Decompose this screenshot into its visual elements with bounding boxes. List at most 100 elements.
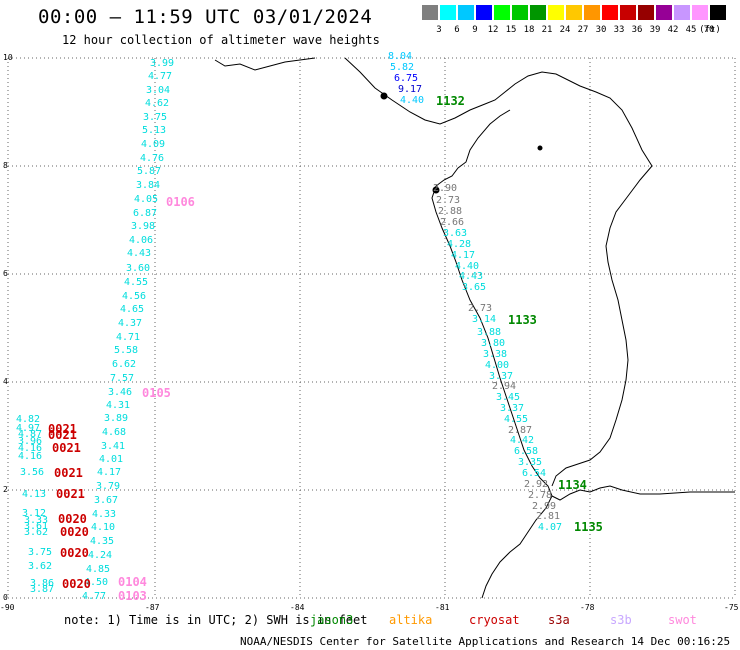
legend-swatch: [530, 5, 546, 20]
wave-height-value: 4.62: [145, 98, 170, 109]
pass-label: 1135: [574, 520, 603, 534]
wave-height-value: 2.78: [528, 490, 553, 501]
wave-height-value: 4.43: [127, 248, 152, 259]
coastline-colombia: [551, 165, 653, 487]
wave-height-value: 4.33: [92, 509, 117, 520]
wave-height-value: 5.13: [142, 125, 167, 136]
legend-level-label: 42: [667, 25, 679, 35]
wave-height-value: 3.14: [472, 314, 497, 325]
wave-height-value: 4.28: [447, 239, 472, 250]
wave-height-value: 6.87: [133, 208, 158, 219]
wave-height-value: 4.16: [18, 451, 43, 462]
wave-height-value: 4.97: [16, 423, 41, 434]
wave-height-value: 5.58: [114, 345, 139, 356]
coastline-pacific: [431, 109, 553, 599]
legend-swatch: [422, 5, 438, 20]
wave-height-value: 5.87: [137, 166, 162, 177]
wave-height-value: 4.06: [129, 235, 154, 246]
pass-label: 1132: [436, 94, 465, 108]
legend-level-label: 30: [595, 25, 607, 35]
legend-unit: (ft): [699, 25, 721, 35]
wave-height-value: 3.12: [22, 508, 47, 519]
wave-height-value: 4.07: [538, 522, 563, 533]
wave-height-value: 4.76: [140, 153, 165, 164]
wave-height-value: 3.62: [28, 561, 53, 572]
wave-height-value: 4.17: [97, 467, 122, 478]
pass-label: 0020: [60, 525, 89, 539]
wave-height-value: 3.84: [136, 180, 161, 191]
legend-swatch: [710, 5, 726, 20]
wave-height-value: 2.81: [536, 511, 561, 522]
wave-height-value: 4.00: [485, 360, 510, 371]
y-tick-label: 10: [3, 53, 13, 62]
coastline-panama-north: [344, 57, 653, 167]
wave-height-value: 6.75: [394, 73, 419, 84]
wave-height-value: 2.88: [438, 206, 463, 217]
wave-height-value: 3.33: [24, 515, 49, 526]
legend-swatch: [602, 5, 618, 20]
legend-swatch: [548, 5, 564, 20]
wave-height-value: 3.89: [104, 413, 129, 424]
legend-swatch: [656, 5, 672, 20]
wave-height-value: 2.87: [508, 425, 533, 436]
y-tick-label: 8: [3, 161, 8, 170]
x-tick-label: -75: [724, 603, 739, 612]
legend-swatch: [494, 5, 510, 20]
legend-swatch: [440, 5, 456, 20]
legend-level-label: 18: [523, 25, 535, 35]
wave-height-value: 4.24: [88, 550, 113, 561]
wave-height-value: 3.62: [24, 527, 49, 538]
footer-credit: NOAA/NESDIS Center for Satellite Applica…: [240, 635, 731, 650]
wave-height-value: 4.71: [116, 332, 141, 343]
pass-label: 0021: [48, 422, 77, 436]
legend-swatch: [674, 5, 690, 20]
satellite-legend-item: cryosat: [469, 613, 520, 627]
pass-label: 1134: [558, 478, 587, 492]
coastline-ecuador: [551, 485, 735, 501]
legend-swatch: [620, 5, 636, 20]
pass-label: 0020: [58, 512, 87, 526]
satellite-legend-item: jason3: [310, 613, 354, 627]
wave-height-value: 3.86: [30, 578, 55, 589]
pass-label: 0103: [118, 589, 147, 603]
pass-label: 0106: [166, 195, 195, 209]
wave-height-value: 4.77: [148, 71, 173, 82]
wave-height-value: 4.42: [510, 435, 535, 446]
wave-height-value: 4.82: [16, 414, 41, 425]
pass-label: 0105: [142, 386, 171, 400]
wave-height-value: 4.50: [84, 577, 109, 588]
legend-swatch: [638, 5, 654, 20]
legend-level-label: 36: [631, 25, 643, 35]
pass-label: 0020: [62, 577, 91, 591]
legend-level-label: 33: [613, 25, 625, 35]
wave-height-value: 4.31: [106, 400, 131, 411]
pass-label: 0021: [48, 428, 77, 442]
wave-height-value: 4.56: [122, 291, 147, 302]
pass-label: 1133: [508, 313, 537, 327]
coastline: [214, 57, 735, 599]
wave-height-value: 2.73: [468, 303, 493, 314]
wave-height-value: 4.16: [18, 443, 43, 454]
wave-height-value: 3.45: [496, 392, 521, 403]
legend-level-label: 24: [559, 25, 571, 35]
legend-level-label: 45: [685, 25, 697, 35]
legend-level-label: 15: [505, 25, 517, 35]
wave-height-value: 6.58: [514, 446, 539, 457]
wave-height-value: 3.75: [28, 547, 53, 558]
legend-level-label: 9: [472, 25, 478, 35]
wave-height-value: 4.43: [459, 271, 484, 282]
wave-height-value: 4.55: [124, 277, 149, 288]
wave-height-value: 3.38: [483, 349, 508, 360]
wave-height-value: 4.65: [120, 304, 145, 315]
wave-height-value: 3.41: [101, 441, 126, 452]
wave-height-value: 4.40: [455, 261, 480, 272]
wave-height-value: 4.05: [134, 194, 159, 205]
wave-height-value: 4.37: [118, 318, 143, 329]
wave-height-value: 2.66: [440, 217, 465, 228]
wave-height-value: 3.61: [24, 521, 49, 532]
wave-height-value: 2.99: [532, 501, 557, 512]
legend-level-label: 21: [541, 25, 553, 35]
wave-height-value: 4.01: [99, 454, 124, 465]
wave-height-value: 3.04: [146, 85, 171, 96]
